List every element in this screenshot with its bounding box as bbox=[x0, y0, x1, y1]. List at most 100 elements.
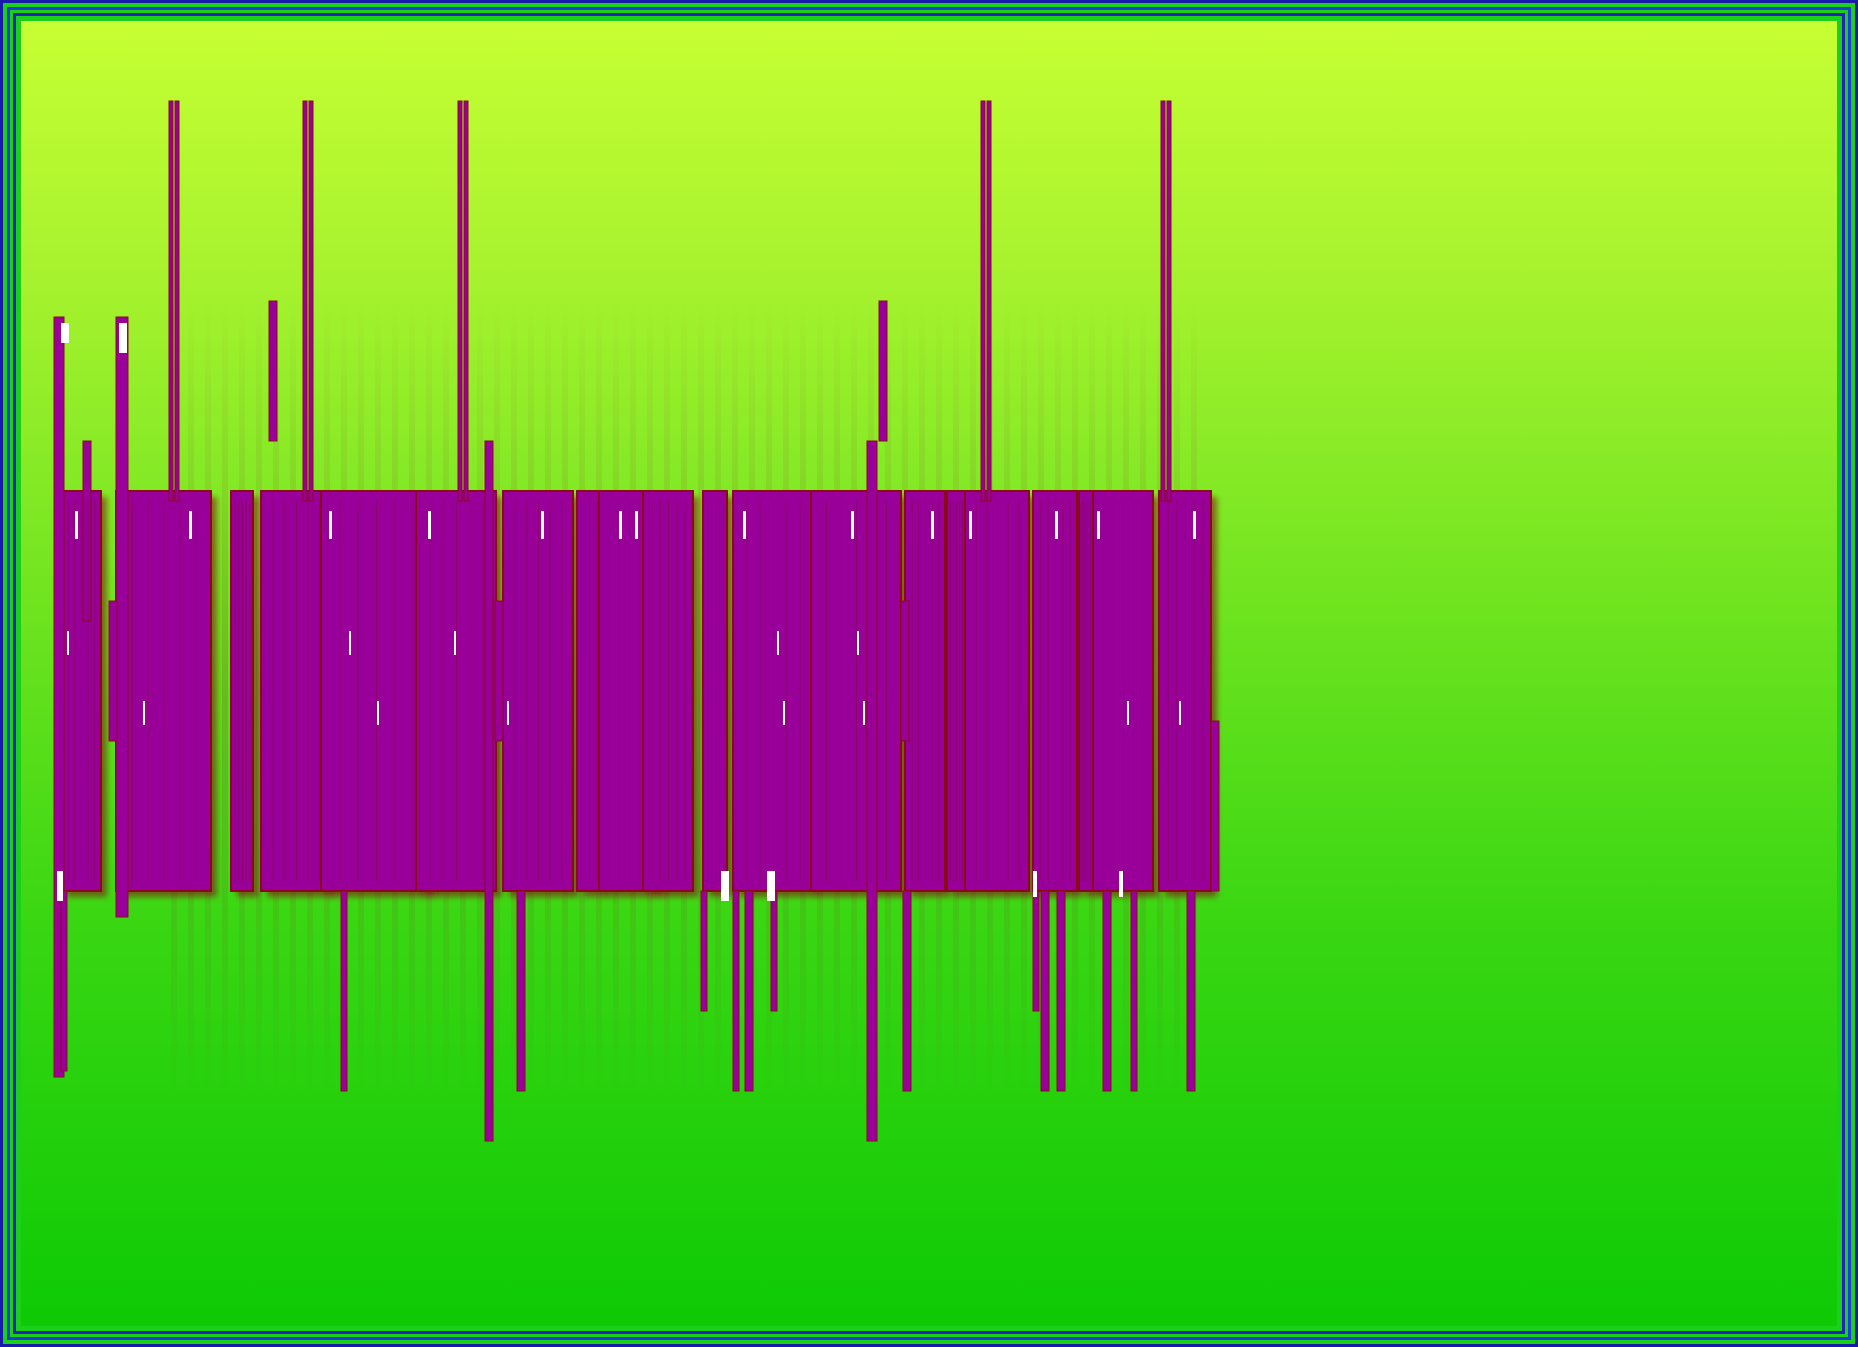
glyph-drip bbox=[732, 890, 740, 1092]
glyph-spike bbox=[82, 440, 92, 622]
glyph-highlight bbox=[349, 631, 351, 655]
glyph-drip bbox=[902, 890, 912, 1092]
glyph-block bbox=[576, 490, 602, 892]
artwork-canvas bbox=[21, 21, 1837, 1326]
glyph-highlight bbox=[619, 511, 622, 539]
glyph-stroke bbox=[1047, 501, 1049, 881]
glyph-stroke bbox=[482, 501, 484, 881]
glyph-block bbox=[964, 490, 1030, 892]
glyph-spike bbox=[268, 300, 278, 442]
glyph-spike bbox=[115, 316, 129, 918]
glyph-stroke bbox=[538, 501, 539, 881]
glyph-stroke bbox=[238, 501, 240, 881]
glyph-drip bbox=[340, 890, 348, 1092]
glyph-spike bbox=[174, 100, 180, 502]
glyph-stroke bbox=[514, 501, 516, 881]
glyph-block bbox=[502, 490, 574, 892]
glyph-stroke bbox=[234, 501, 236, 881]
glyph-stroke bbox=[319, 501, 321, 881]
glyph-stroke bbox=[593, 501, 594, 881]
glyph-block bbox=[702, 490, 728, 892]
glyph-highlight bbox=[454, 631, 456, 655]
glyph-highlight bbox=[931, 511, 934, 539]
glyph-block bbox=[60, 490, 102, 892]
glyph-stroke bbox=[959, 501, 960, 881]
glyph-stroke bbox=[357, 501, 359, 881]
glyph-spike bbox=[457, 100, 463, 502]
glyph-highlight bbox=[863, 701, 865, 725]
glyph-drip bbox=[1040, 890, 1050, 1092]
glyph-block bbox=[1158, 490, 1212, 892]
glyph-block bbox=[320, 490, 432, 892]
glyph-stroke bbox=[746, 501, 748, 881]
glyph-highlight bbox=[767, 871, 775, 901]
glyph-stroke bbox=[676, 501, 678, 881]
glyph-spike bbox=[866, 440, 878, 1142]
glyph-block bbox=[230, 490, 254, 892]
glyph-highlight bbox=[67, 631, 69, 655]
glyph-spike bbox=[484, 440, 494, 1142]
glyph-spike bbox=[494, 600, 504, 742]
glyph-stroke bbox=[1007, 501, 1009, 881]
glyph-stroke bbox=[1089, 501, 1091, 881]
glyph-spike bbox=[1160, 100, 1166, 502]
glyph-drip bbox=[1102, 890, 1112, 1092]
glyph-stroke bbox=[856, 501, 857, 881]
glyph-stroke bbox=[589, 501, 590, 881]
glyph-block bbox=[810, 490, 902, 892]
glyph-highlight bbox=[541, 511, 544, 539]
glyph-block bbox=[732, 490, 814, 892]
glyph-highlight bbox=[851, 511, 854, 539]
glyph-stroke bbox=[871, 501, 872, 881]
glyph-highlight bbox=[143, 701, 145, 725]
glyph-stroke bbox=[715, 501, 716, 881]
glyph-stroke bbox=[307, 501, 309, 881]
glyph-stroke bbox=[376, 501, 377, 881]
glyph-stroke bbox=[1040, 501, 1042, 881]
glyph-drip bbox=[770, 890, 778, 1012]
glyph-stroke bbox=[925, 501, 926, 881]
glyph-spike bbox=[308, 100, 314, 502]
streak-line bbox=[222, 301, 228, 1101]
frame-border-innermost bbox=[13, 13, 1845, 1334]
glyph-stroke bbox=[953, 501, 954, 881]
glyph-stroke bbox=[911, 501, 913, 881]
glyph-drip bbox=[1032, 890, 1040, 1012]
glyph-highlight bbox=[743, 511, 746, 539]
glyph-stroke bbox=[526, 501, 528, 881]
glyph-stroke bbox=[456, 501, 457, 881]
glyph-stroke bbox=[272, 501, 274, 881]
streak-line bbox=[698, 301, 704, 1101]
glyph-highlight bbox=[377, 701, 379, 725]
glyph-stroke bbox=[67, 501, 69, 881]
glyph-stroke bbox=[296, 501, 297, 881]
glyph-highlight bbox=[1055, 511, 1058, 539]
glyph-highlight bbox=[777, 631, 779, 655]
glyph-stroke bbox=[284, 501, 286, 881]
glyph-stroke bbox=[786, 501, 788, 881]
glyph-drip bbox=[516, 890, 526, 1092]
glyph-stroke bbox=[1193, 501, 1195, 881]
glyph-drip bbox=[1056, 890, 1066, 1092]
glyph-spike bbox=[900, 600, 910, 742]
glyph-stroke bbox=[1167, 501, 1169, 881]
glyph-stroke bbox=[429, 501, 431, 881]
glyph-stroke bbox=[962, 501, 963, 881]
glyph-highlight bbox=[857, 631, 859, 655]
glyph-block bbox=[260, 490, 332, 892]
glyph-stroke bbox=[1143, 501, 1144, 881]
glyph-stroke bbox=[1133, 501, 1134, 881]
glyph-stroke bbox=[242, 501, 243, 881]
glyph-stroke bbox=[986, 501, 988, 881]
glyph-stroke bbox=[619, 501, 620, 881]
glyph-stroke bbox=[649, 501, 650, 881]
glyph-stroke bbox=[711, 501, 712, 881]
glyph-highlight bbox=[635, 511, 638, 539]
glyph-stroke bbox=[950, 501, 951, 881]
glyph-highlight bbox=[119, 323, 127, 353]
glyph-block bbox=[904, 490, 946, 892]
glyph-highlight bbox=[189, 511, 192, 539]
glyph-stroke bbox=[394, 501, 396, 881]
glyph-stroke bbox=[195, 501, 197, 881]
